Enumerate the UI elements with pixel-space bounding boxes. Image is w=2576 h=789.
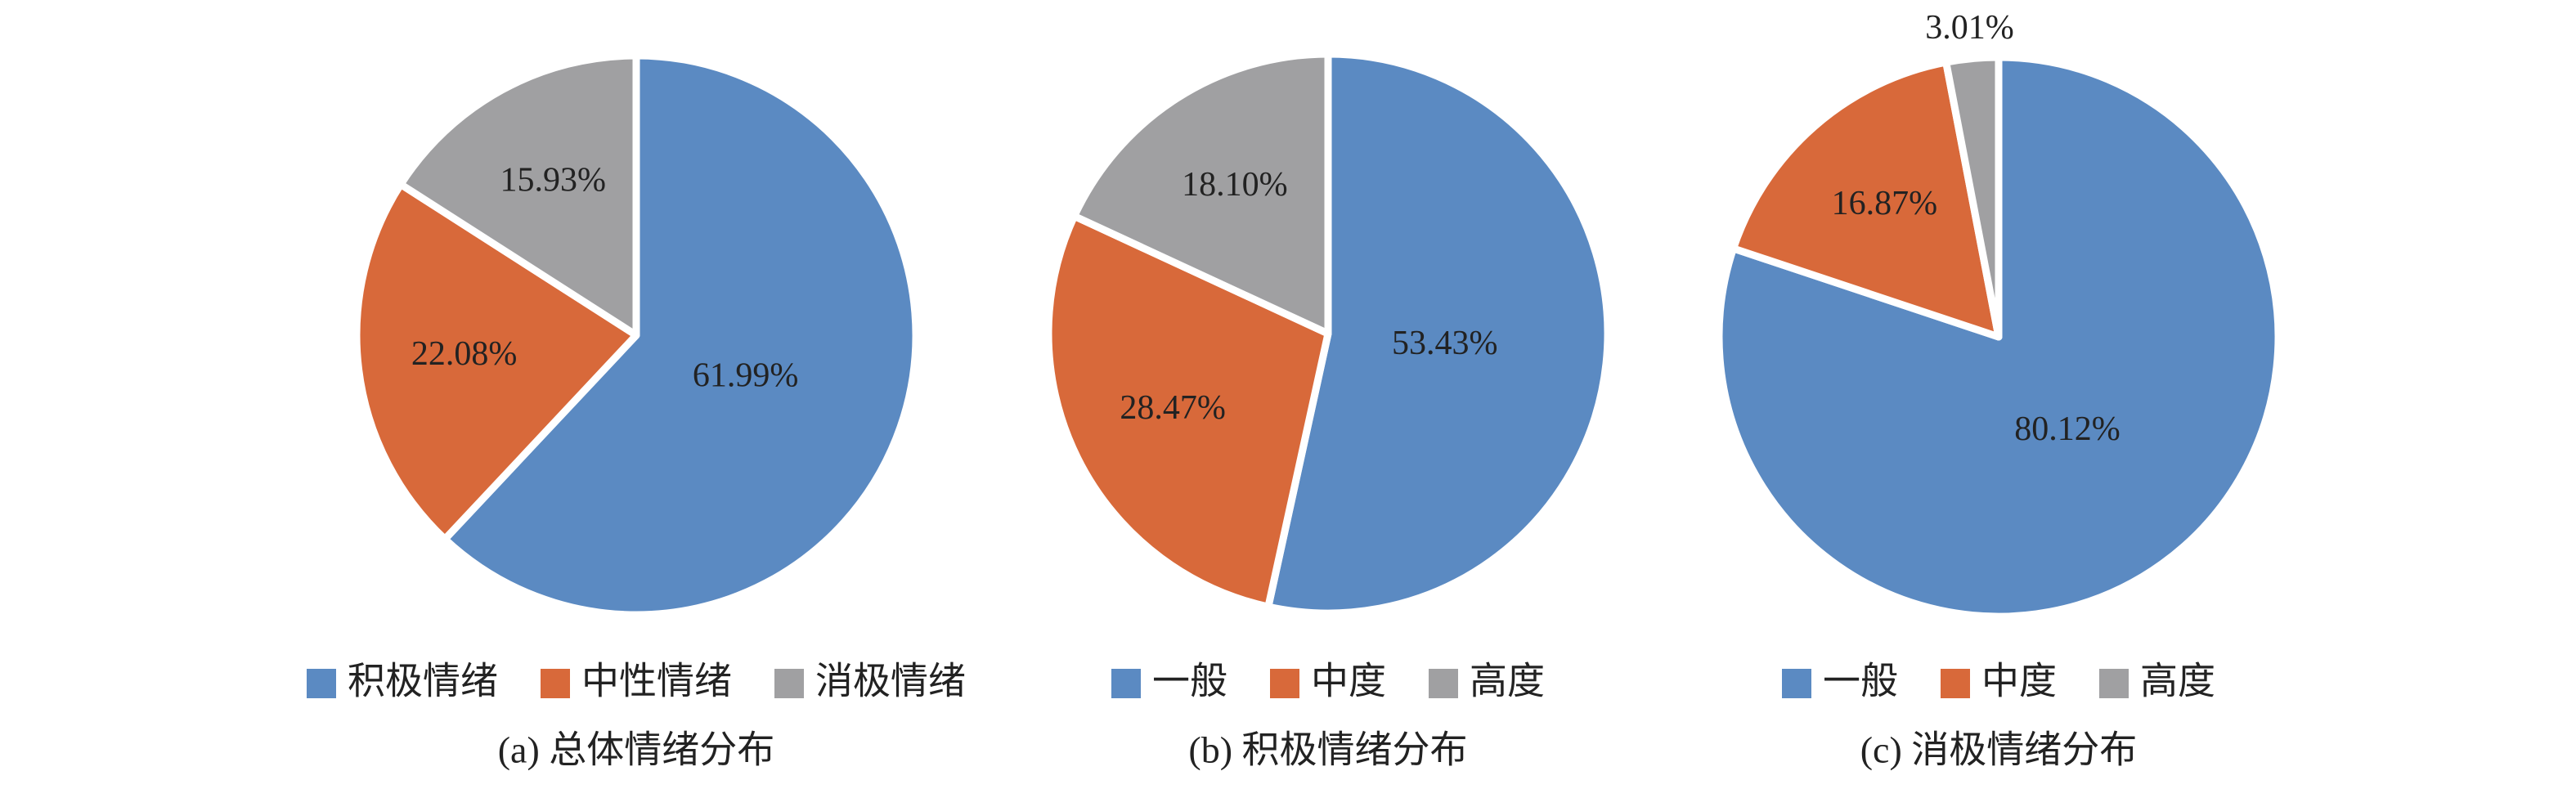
- legend-swatch: [307, 669, 336, 698]
- value-label: 18.10%: [1182, 166, 1288, 204]
- value-label: 3.01%: [1925, 9, 2014, 47]
- legend-label: 高度: [2140, 661, 2215, 702]
- legend-swatch: [1782, 669, 1811, 698]
- pie-slice: [1715, 53, 2282, 621]
- pie-slice: [397, 52, 640, 339]
- pie-slice: [1264, 50, 1612, 617]
- legend-label: 中性情绪: [581, 661, 732, 702]
- legend-swatch: [541, 669, 570, 698]
- pie-slice: [1942, 53, 2003, 341]
- legend-swatch: [1941, 669, 1970, 698]
- legend-swatch: [2099, 669, 2129, 698]
- legend-label: 一般: [1152, 661, 1227, 702]
- legend-swatch: [1111, 669, 1141, 698]
- chart-caption: (a) 总体情绪分布: [498, 729, 775, 771]
- legend-label: 中度: [1981, 661, 2057, 702]
- value-label: 15.93%: [500, 162, 607, 199]
- value-label: 53.43%: [1392, 325, 1498, 362]
- legend-label: 积极情绪: [348, 661, 498, 702]
- value-label: 28.47%: [1120, 389, 1226, 427]
- pie-slice: [352, 180, 640, 543]
- pie-slice: [1044, 212, 1332, 611]
- value-label: 61.99%: [693, 356, 799, 394]
- legend-swatch: [1429, 669, 1458, 698]
- legend-swatch: [1270, 669, 1299, 698]
- legend-label: 消极情绪: [815, 661, 966, 702]
- value-label: 80.12%: [2014, 410, 2120, 448]
- legend-swatch: [774, 669, 804, 698]
- value-label: 16.87%: [1832, 185, 1938, 222]
- chart-caption: (c) 消极情绪分布: [1860, 729, 2138, 771]
- legend-label: 一般: [1823, 661, 1898, 702]
- chart-caption: (b) 积极情绪分布: [1188, 729, 1467, 771]
- value-label: 22.08%: [411, 335, 518, 373]
- pie-slice: [441, 52, 920, 619]
- pie-slice: [1730, 58, 2003, 341]
- legend-label: 中度: [1311, 661, 1386, 702]
- pie-slice: [1070, 50, 1332, 338]
- legend-label: 高度: [1470, 661, 1545, 702]
